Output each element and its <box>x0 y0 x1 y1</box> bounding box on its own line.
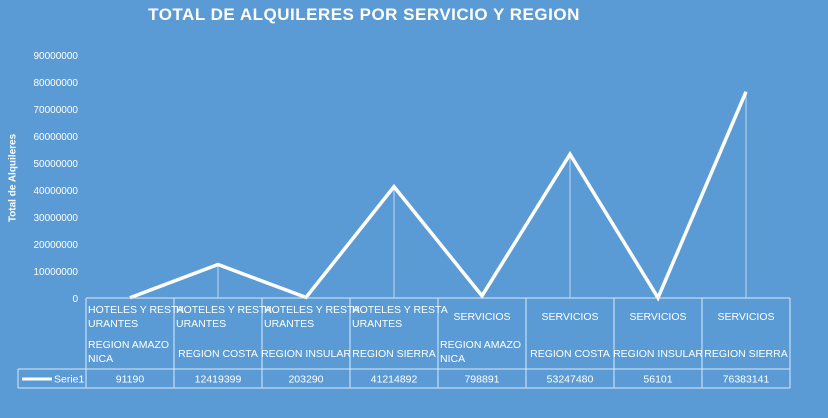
category-label-service: URANTES <box>352 318 402 330</box>
data-table-value: 56101 <box>643 374 672 386</box>
category-label-region: NICA <box>440 353 465 365</box>
data-table-value: 91190 <box>116 374 145 386</box>
category-label-service: URANTES <box>176 318 226 330</box>
data-table-value: 76383141 <box>723 374 770 386</box>
data-table-value: 203290 <box>288 374 323 386</box>
series-line-serie1 <box>129 91 748 302</box>
data-table-value: 53247480 <box>547 374 594 386</box>
y-tick-label: 0 <box>72 294 78 305</box>
y-tick-label: 50000000 <box>34 159 79 170</box>
category-label-region: REGION SIERRA <box>704 348 787 360</box>
category-label-service: SERVICIOS <box>542 311 599 323</box>
category-label-service: HOTELES Y RESTA <box>264 304 360 316</box>
category-label-service: SERVICIOS <box>718 311 775 323</box>
data-table-value: 12419399 <box>195 374 242 386</box>
category-label-region: REGION INSULAR <box>261 348 351 360</box>
data-table-value: 41214892 <box>371 374 418 386</box>
chart-title: TOTAL DE ALQUILERES POR SERVICIO Y REGIO… <box>148 5 580 24</box>
category-label-region: REGION COSTA <box>178 348 258 360</box>
y-tick-label: 60000000 <box>34 132 79 143</box>
y-tick-label: 40000000 <box>34 186 79 197</box>
category-label-service: SERVICIOS <box>630 311 687 323</box>
category-label-service: HOTELES Y RESTA <box>88 304 184 316</box>
legend-label-serie1: Serie1 <box>54 374 85 386</box>
category-label-region: REGION AMAZO <box>440 339 521 351</box>
data-table-value: 798891 <box>464 374 499 386</box>
category-label-service: URANTES <box>88 318 138 330</box>
y-tick-label: 80000000 <box>34 78 79 89</box>
category-label-region: NICA <box>88 353 113 365</box>
category-label-service: HOTELES Y RESTA <box>352 304 448 316</box>
y-tick-label: 10000000 <box>34 267 79 278</box>
y-tick-label: 20000000 <box>34 240 79 251</box>
y-tick-label: 90000000 <box>34 51 79 62</box>
category-label-service: URANTES <box>264 318 314 330</box>
category-label-service: SERVICIOS <box>454 311 511 323</box>
category-label-region: REGION INSULAR <box>613 348 703 360</box>
y-tick-label: 70000000 <box>34 105 79 116</box>
y-tick-label: 30000000 <box>34 213 79 224</box>
category-label-region: REGION AMAZO <box>88 339 169 351</box>
category-label-region: REGION SIERRA <box>352 348 435 360</box>
category-label-service: HOTELES Y RESTA <box>176 304 272 316</box>
category-label-region: REGION COSTA <box>530 348 610 360</box>
